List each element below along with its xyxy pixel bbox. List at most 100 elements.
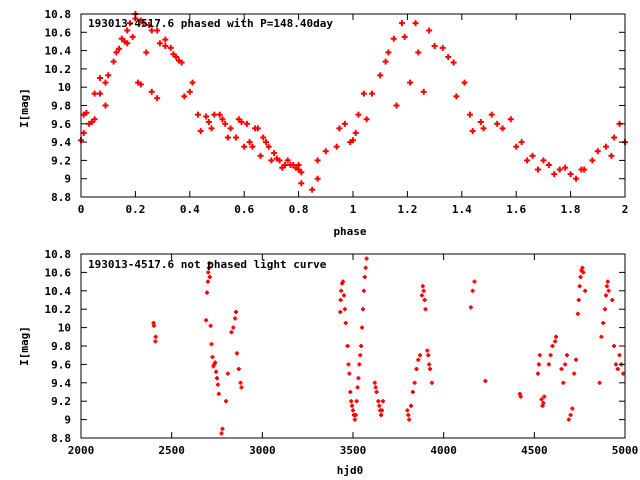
unphased-data-point	[214, 369, 219, 374]
phased-data-point	[246, 139, 253, 146]
phased-light-curve-panel: 0 0.2 0.4 0.6 0.8 1 1.2 1.4 1.6 1.8 2 8.8 9 9.2 9.4 9.…	[18, 8, 628, 238]
unphased-data-point	[612, 344, 617, 348]
phased-y-tick-label: 10.4	[45, 45, 72, 58]
unphased-data-point	[350, 403, 355, 408]
phased-y-axis-label: I[mag]	[18, 88, 31, 128]
unphased-x-tick-label: 5000	[612, 444, 639, 457]
unphased-data-point	[535, 371, 540, 376]
phased-data-point	[314, 175, 321, 182]
unphased-data-point	[353, 413, 358, 417]
unphased-data-point	[472, 279, 477, 284]
unphased-data-point	[363, 265, 368, 270]
unphased-data-point	[426, 353, 431, 358]
phased-data-point	[469, 128, 476, 135]
phased-x-tick-label: 2	[622, 203, 629, 216]
unphased-data-point	[427, 362, 432, 367]
unphased-data-point	[380, 408, 385, 413]
phased-x-tick-label: 0	[78, 203, 85, 216]
phased-data-point	[156, 40, 163, 47]
unphased-y-tick-label: 9.6	[51, 358, 71, 371]
unphased-data-point	[570, 406, 575, 411]
unphased-data-point	[563, 362, 568, 367]
phased-data-point	[243, 120, 250, 127]
phased-data-point	[453, 93, 460, 100]
unphased-data-point	[564, 353, 569, 358]
phased-data-point	[352, 129, 359, 136]
unphased-y-tick-label: 10.8	[45, 248, 72, 261]
unphased-data-point	[550, 344, 555, 348]
unphased-data-point	[151, 323, 156, 328]
unphased-data-point	[546, 362, 551, 367]
unphased-data-point	[568, 413, 573, 417]
phased-data-point	[224, 134, 231, 141]
phased-data-point	[137, 81, 144, 88]
phased-data-point	[197, 128, 204, 135]
unphased-data-point	[470, 288, 475, 293]
unphased-data-point	[224, 399, 229, 404]
phased-data-point	[148, 27, 155, 34]
unphased-y-axis-label: I[mag]	[18, 326, 31, 366]
unphased-data-point	[419, 293, 424, 298]
unphased-data-point	[421, 288, 426, 293]
phased-data-point	[265, 143, 272, 150]
phased-data-point	[309, 186, 316, 193]
unphased-y-tick-label: 10.4	[45, 285, 72, 298]
phased-x-axis-label: phase	[333, 225, 366, 238]
unphased-data-point	[338, 298, 343, 302]
phased-x-tick-label: 1	[350, 203, 357, 216]
phased-data-point	[298, 169, 305, 176]
unphased-data-point	[210, 355, 215, 360]
phased-data-point	[284, 157, 291, 164]
phased-x-tick-label: 0.6	[234, 203, 254, 216]
phased-data-point	[363, 116, 370, 123]
phased-data-point	[181, 93, 188, 100]
unphased-data-point	[610, 298, 615, 302]
phased-data-point	[341, 120, 348, 127]
unphased-data-point	[410, 390, 415, 394]
unphased-data-point	[536, 362, 541, 367]
phased-x-tick-label: 0.8	[289, 203, 309, 216]
unphased-data-point	[359, 344, 364, 348]
phased-data-point	[97, 90, 104, 97]
unphased-data-point	[559, 367, 564, 371]
phased-data-point	[173, 54, 180, 61]
phased-data-point	[445, 54, 452, 61]
phased-data-point	[518, 139, 525, 146]
phased-x-tick-label: 1.4	[452, 203, 472, 216]
phased-data-point	[238, 118, 245, 125]
unphased-data-point	[412, 380, 417, 385]
unphased-data-point	[347, 371, 352, 376]
unphased-data-point	[208, 323, 213, 328]
unphased-data-point	[231, 325, 236, 330]
phased-data-point	[494, 120, 501, 127]
unphased-data-point	[233, 316, 238, 321]
unphased-data-point	[601, 321, 606, 325]
unphased-data-point	[360, 325, 365, 330]
phased-data-point	[350, 137, 356, 144]
unphased-data-point	[423, 307, 428, 312]
unphased-data-point	[362, 275, 367, 279]
phased-data-point	[116, 45, 123, 52]
phased-data-point	[401, 33, 408, 40]
unphased-data-point	[578, 275, 583, 279]
phased-data-point	[439, 44, 446, 51]
phased-data-point	[91, 116, 98, 123]
unphased-data-point	[351, 408, 355, 413]
unphased-y-tick-label: 8.8	[51, 432, 71, 445]
unphased-data-point	[342, 307, 347, 312]
phased-data-point	[271, 150, 278, 157]
phased-y-tick-label: 8.8	[51, 191, 71, 204]
unphased-data-point	[341, 293, 346, 298]
unphased-x-tick-label: 3500	[340, 444, 367, 457]
phased-data-point	[540, 157, 547, 164]
unphased-data-point	[599, 334, 604, 339]
phased-data-points	[78, 11, 628, 193]
phased-data-point	[390, 35, 397, 42]
unphased-data-point	[374, 390, 379, 394]
phased-data-point	[154, 27, 161, 34]
unphased-x-tick-label: 3000	[249, 444, 276, 457]
unphased-data-point	[357, 362, 362, 367]
unphased-data-point	[206, 270, 211, 275]
unphased-data-point	[572, 371, 577, 376]
phased-data-point	[189, 79, 196, 86]
